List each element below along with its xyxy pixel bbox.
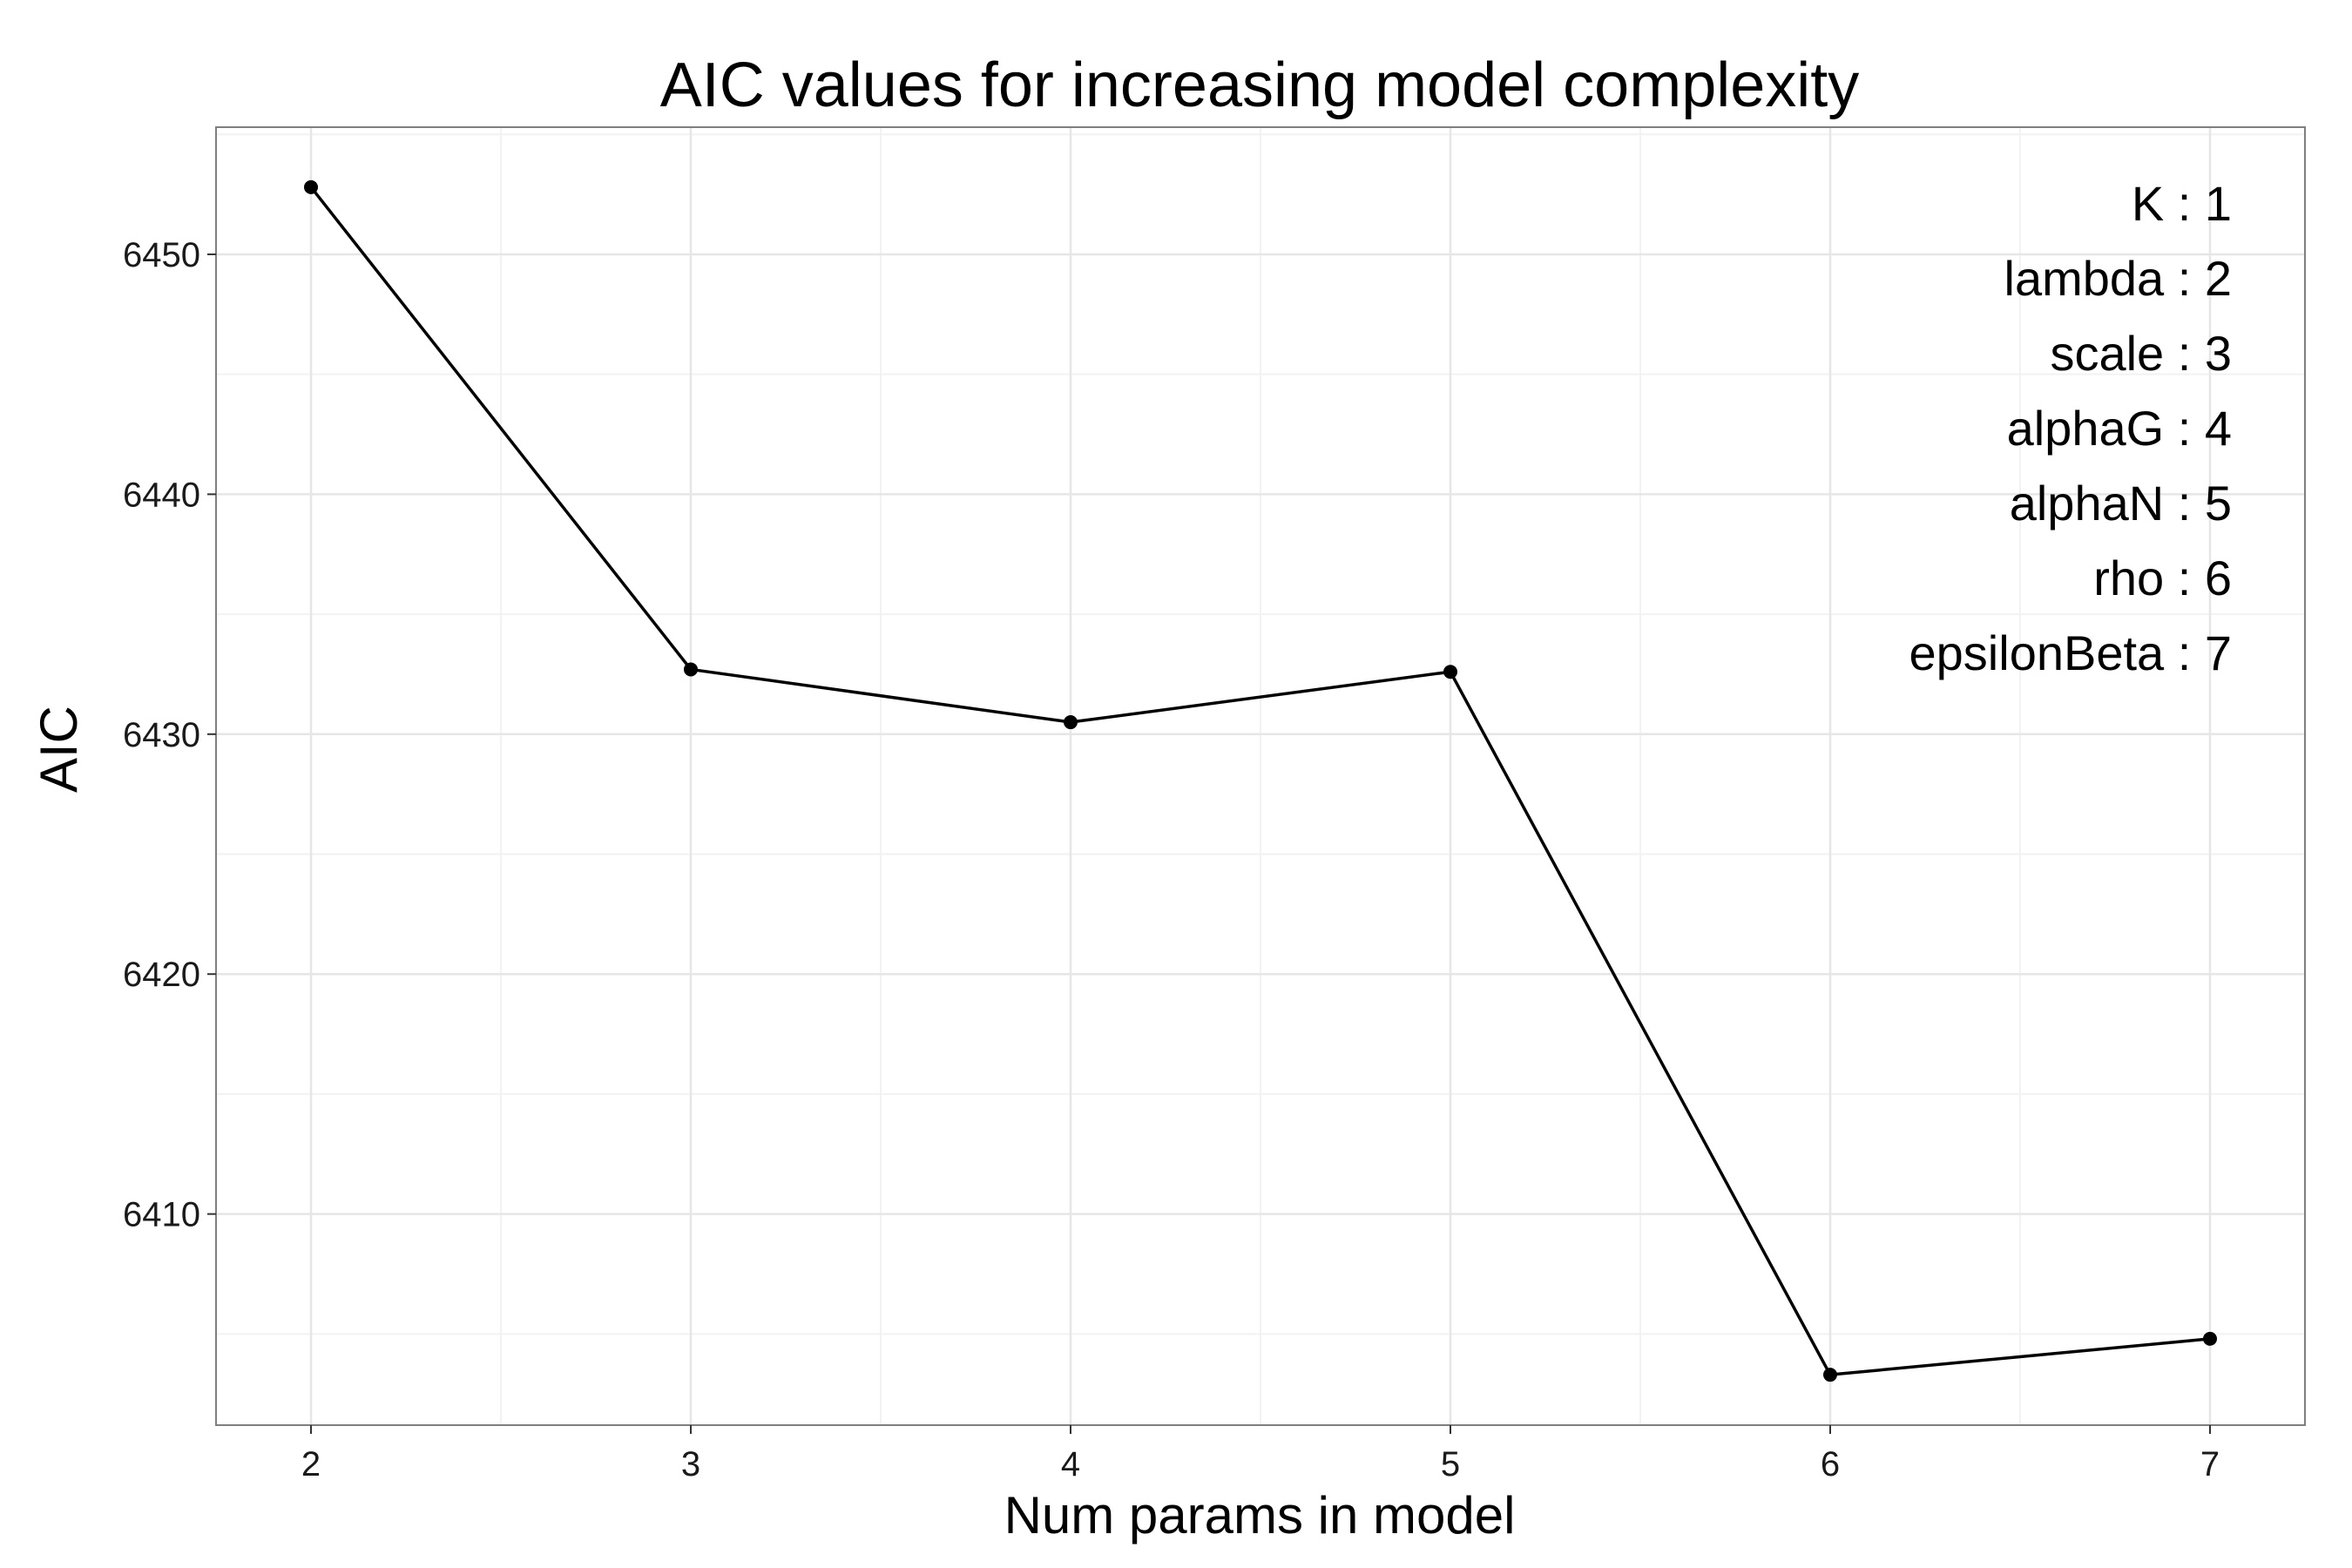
- x-axis: 2 3 4 5 6 7: [301, 1425, 2220, 1484]
- x-tick-label: 5: [1441, 1445, 1460, 1484]
- aic-data-point: [684, 662, 698, 677]
- panel-border: [215, 126, 2306, 1426]
- legend-entry: alphaN : 5: [2010, 476, 2232, 531]
- y-tick-label: 6430: [123, 716, 200, 754]
- y-tick-label: 6450: [123, 236, 200, 274]
- legend-entry: alphaG : 4: [2007, 401, 2232, 456]
- legend-entry: scale : 3: [2050, 326, 2232, 381]
- x-tick-label: 7: [2200, 1445, 2220, 1484]
- aic-data-point: [1064, 715, 1078, 730]
- y-tick-label: 6410: [123, 1196, 200, 1234]
- aic-data-point: [1823, 1368, 1837, 1382]
- chart-title: AIC values for increasing model complexi…: [660, 51, 1860, 120]
- minor-gridlines: [216, 127, 2305, 1425]
- y-tick-label: 6420: [123, 956, 200, 994]
- y-axis: 6410 6420 6430 6440 6450: [123, 236, 216, 1234]
- major-gridlines: [216, 127, 2305, 1425]
- aic-series-line: [309, 186, 2211, 1376]
- y-axis-title: AIC: [30, 706, 88, 793]
- x-tick-label: 2: [301, 1445, 321, 1484]
- legend-entry: K : 1: [2132, 176, 2232, 231]
- x-axis-title: Num params in model: [1004, 1486, 1516, 1544]
- aic-data-point: [2203, 1331, 2217, 1346]
- parameter-legend: K : 1 lambda : 2 scale : 3 alphaG : 4 alphaN…: [1909, 176, 2232, 680]
- series-layer: [304, 179, 2217, 1382]
- legend-entry: rho : 6: [2093, 551, 2232, 605]
- legend-entry: epsilonBeta : 7: [1909, 625, 2232, 680]
- x-tick-label: 4: [1061, 1445, 1080, 1484]
- legend-entry: lambda : 2: [2004, 251, 2233, 306]
- y-tick-label: 6440: [123, 476, 200, 514]
- x-tick-label: 3: [681, 1445, 700, 1484]
- aic-data-point: [304, 179, 318, 194]
- aic-data-point: [1443, 665, 1457, 679]
- x-tick-label: 6: [1821, 1445, 1840, 1484]
